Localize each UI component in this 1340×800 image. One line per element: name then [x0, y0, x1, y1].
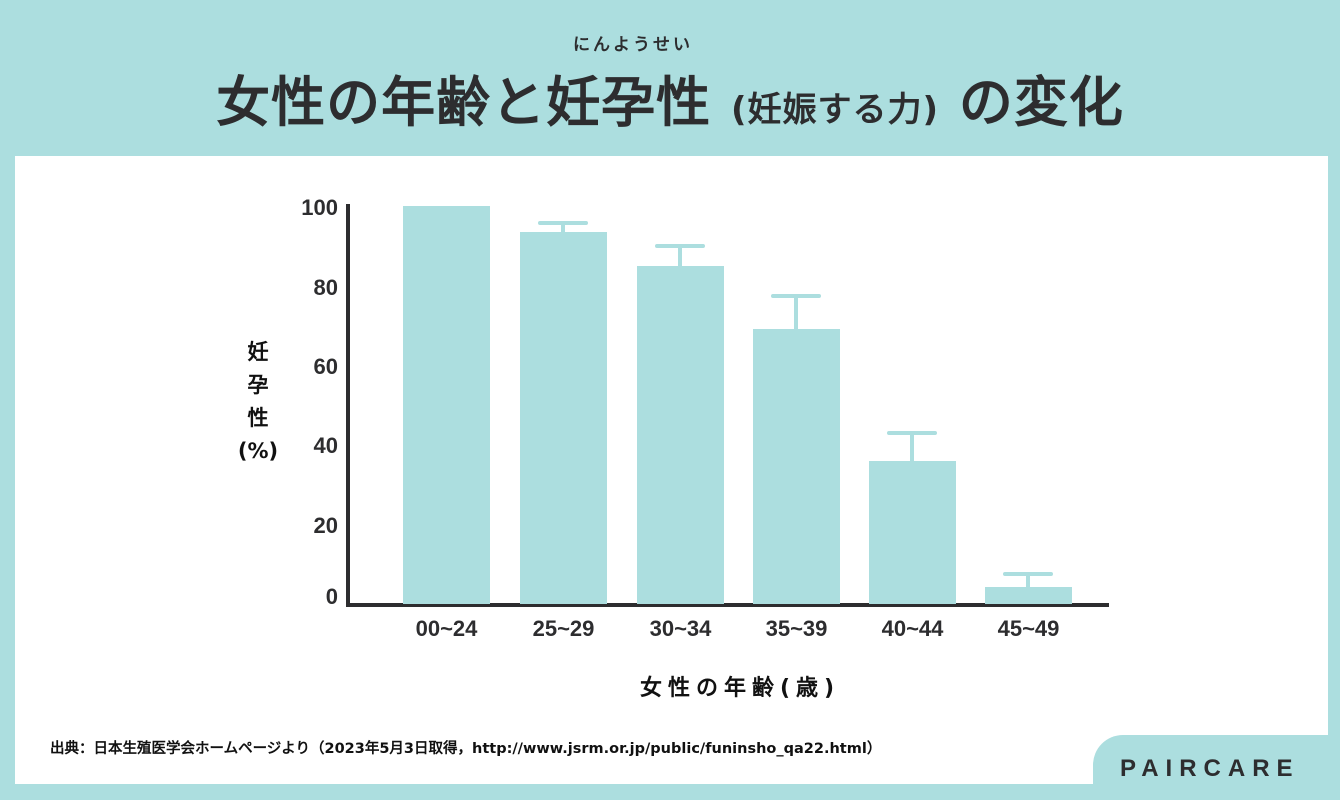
error-bar-cap: [887, 430, 937, 435]
y-label-char: 孕: [247, 373, 269, 397]
x-tick: 45~49: [997, 616, 1060, 641]
error-bar-stem: [910, 432, 914, 461]
x-axis-label: 女性の年齢(歳): [639, 676, 841, 701]
x-tick: 30~34: [649, 616, 712, 641]
x-axis: [346, 603, 1109, 607]
error-bar-cap: [771, 293, 821, 298]
bar: [637, 265, 724, 604]
error-bar-cap: [1003, 572, 1053, 577]
x-tick: 35~39: [765, 616, 828, 641]
error-bar-stem: [1026, 574, 1030, 587]
y-tick: 20: [313, 513, 338, 538]
error-bar-cap: [538, 221, 588, 226]
bar: [753, 329, 840, 604]
brand-badge: PAIRCARE: [1093, 735, 1340, 800]
y-label-char: (%): [237, 439, 279, 463]
error-bar-cap: [655, 243, 705, 248]
bar: [520, 231, 607, 604]
bar: [869, 460, 956, 604]
error-bar-stem: [678, 245, 682, 266]
title-ruby: にんようせい: [573, 35, 693, 55]
y-tick: 80: [313, 275, 338, 300]
bar: [985, 586, 1072, 604]
y-label-char: 性: [247, 406, 269, 430]
bar: [403, 206, 490, 604]
source-citation: 出典：日本生殖医学会ホームページより（2023年5月3日取得，http://ww…: [50, 741, 882, 757]
page-title: 女性の年齢と妊孕性 (妊娠する力) の変化: [0, 58, 1340, 137]
error-bar-stem: [794, 295, 798, 330]
error-bar-stem: [561, 223, 565, 232]
y-tick: 40: [313, 433, 338, 458]
y-label-char: 妊: [247, 340, 269, 364]
y-tick: 60: [313, 354, 338, 379]
title-end: の変化: [958, 71, 1124, 134]
x-tick: 40~44: [881, 616, 944, 641]
x-tick: 25~29: [532, 616, 595, 641]
y-tick: 0: [325, 584, 338, 609]
title-main: 女性の年齢と妊孕性: [216, 71, 712, 134]
x-tick: 00~24: [415, 616, 478, 641]
y-axis-label: 妊 孕 性 (%): [228, 336, 288, 468]
brand-logo: PAIRCARE: [1120, 755, 1300, 782]
y-tick: 100: [301, 195, 338, 220]
y-axis: [346, 204, 350, 607]
title-paren: (妊娠する力): [730, 90, 940, 130]
